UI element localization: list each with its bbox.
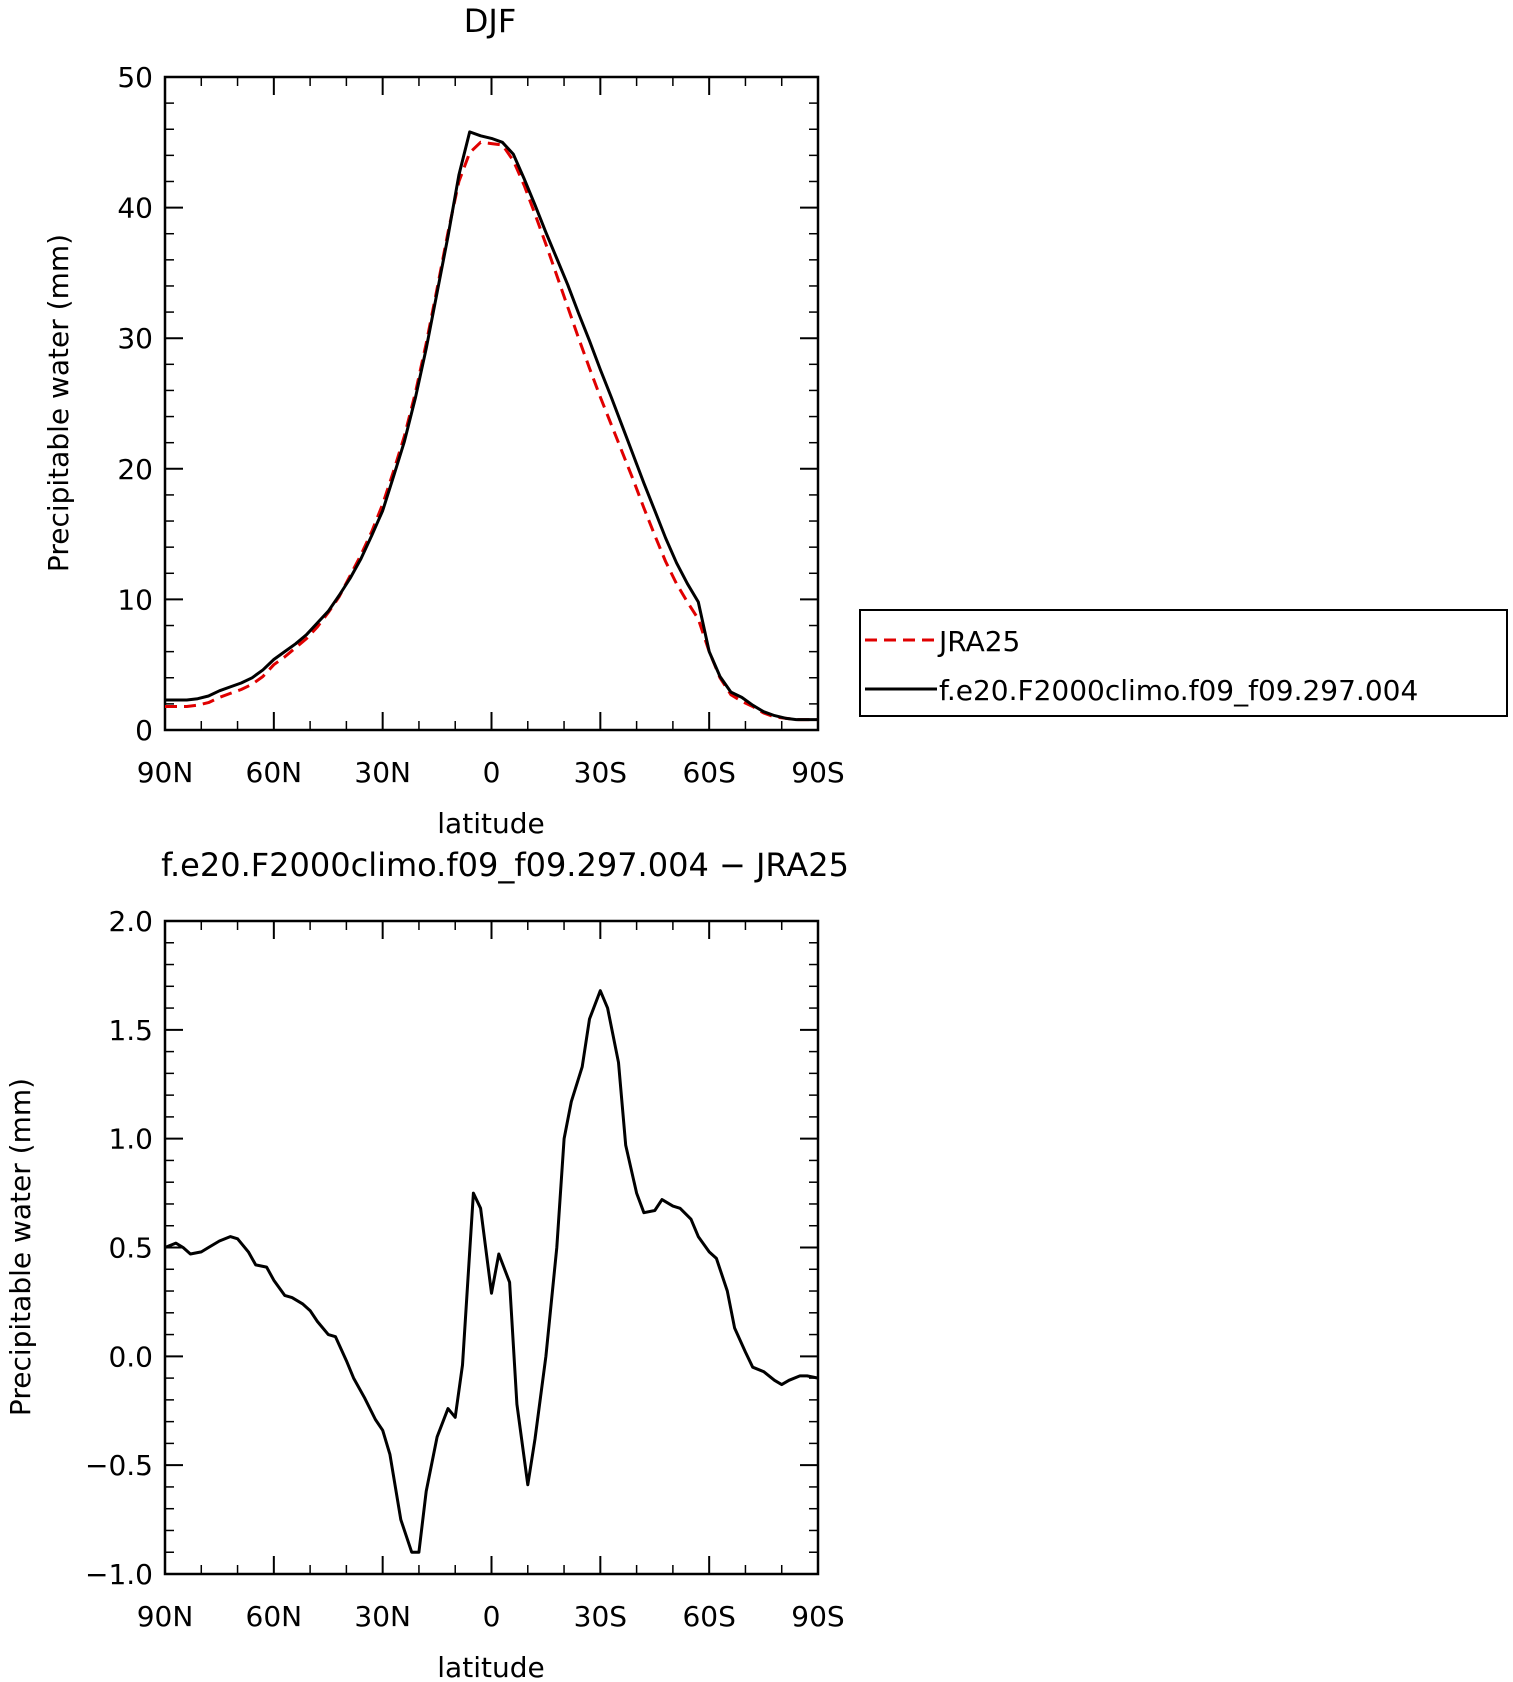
top-y-tick-label: 30 — [117, 322, 153, 355]
bottom-x-axis-label: latitude — [437, 1651, 544, 1682]
top-x-tick-label: 30N — [354, 756, 411, 789]
top-y-tick-label: 50 — [117, 61, 153, 94]
top-x-tick-label: 60N — [246, 756, 303, 789]
bottom-x-tick-label: 60N — [246, 1600, 303, 1633]
bottom-x-tick-label: 90N — [137, 1600, 194, 1633]
legend: JRA25 f.e20.F2000climo.f09_f09.297.004 — [859, 609, 1508, 717]
top-series-line-0 — [165, 140, 818, 722]
bottom-x-tick-label: 30S — [574, 1600, 627, 1633]
top-x-axis: 90N 60N 30N 0 30S 60S 90S — [137, 77, 845, 789]
top-y-axis-label: Precipitable water (mm) — [42, 234, 75, 572]
bottom-x-tick-label: 0 — [483, 1600, 501, 1633]
bottom-y-tick-label: 0.0 — [108, 1340, 153, 1373]
bottom-y-tick-label: 0.5 — [108, 1232, 153, 1265]
top-series-line-1 — [165, 130, 818, 722]
bottom-y-tick-label: −1.0 — [85, 1558, 153, 1591]
bottom-x-axis: 90N 60N 30N 0 30S 60S 90S — [137, 921, 845, 1633]
bottom-chart-panel: f.e20.F2000climo.f09_f09.297.004 − JRA25… — [4, 846, 849, 1682]
bottom-x-tick-label: 90S — [791, 1600, 844, 1633]
bottom-x-tick-label: 30N — [354, 1600, 411, 1633]
bottom-y-tick-label: 2.0 — [108, 905, 153, 938]
top-plot-frame — [163, 75, 820, 732]
bottom-y-tick-label: −0.5 — [85, 1449, 153, 1482]
top-x-axis-label: latitude — [437, 807, 544, 840]
top-y-tick-label: 20 — [117, 453, 153, 486]
bottom-plot-lines — [164, 989, 819, 1554]
top-x-tick-label: 0 — [483, 756, 501, 789]
top-x-tick-label: 30S — [574, 756, 627, 789]
bottom-y-tick-label: 1.5 — [108, 1014, 153, 1047]
top-x-tick-label: 90S — [791, 756, 844, 789]
legend-label-model: f.e20.F2000climo.f09_f09.297.004 — [939, 674, 1418, 707]
top-y-tick-label: 0 — [135, 714, 153, 747]
top-y-axis: 0 10 20 30 40 50 — [117, 61, 818, 747]
top-y-tick-label: 40 — [117, 192, 153, 225]
bottom-x-tick-label: 60S — [682, 1600, 735, 1633]
top-plot-lines — [165, 130, 818, 722]
bottom-chart-title: f.e20.F2000climo.f09_f09.297.004 − JRA25 — [161, 846, 849, 884]
bottom-y-axis-label: Precipitable water (mm) — [4, 1078, 37, 1416]
legend-box — [859, 609, 1508, 717]
top-y-tick-label: 10 — [117, 583, 153, 616]
bottom-plot-frame — [163, 919, 820, 1576]
top-chart-panel: DJF 0 10 20 30 40 50 90N 60N 30N 0 30S 60S 90S lati… — [42, 2, 845, 840]
top-x-tick-label: 60S — [682, 756, 735, 789]
top-chart-title: DJF — [464, 2, 516, 40]
bottom-y-axis: −1.0 −0.5 0.0 0.5 1.0 1.5 2.0 — [85, 905, 818, 1591]
bottom-y-tick-label: 1.0 — [108, 1123, 153, 1156]
legend-label-jra25: JRA25 — [937, 625, 1020, 658]
top-x-tick-label: 90N — [137, 756, 194, 789]
bottom-series-line-0 — [164, 989, 819, 1554]
